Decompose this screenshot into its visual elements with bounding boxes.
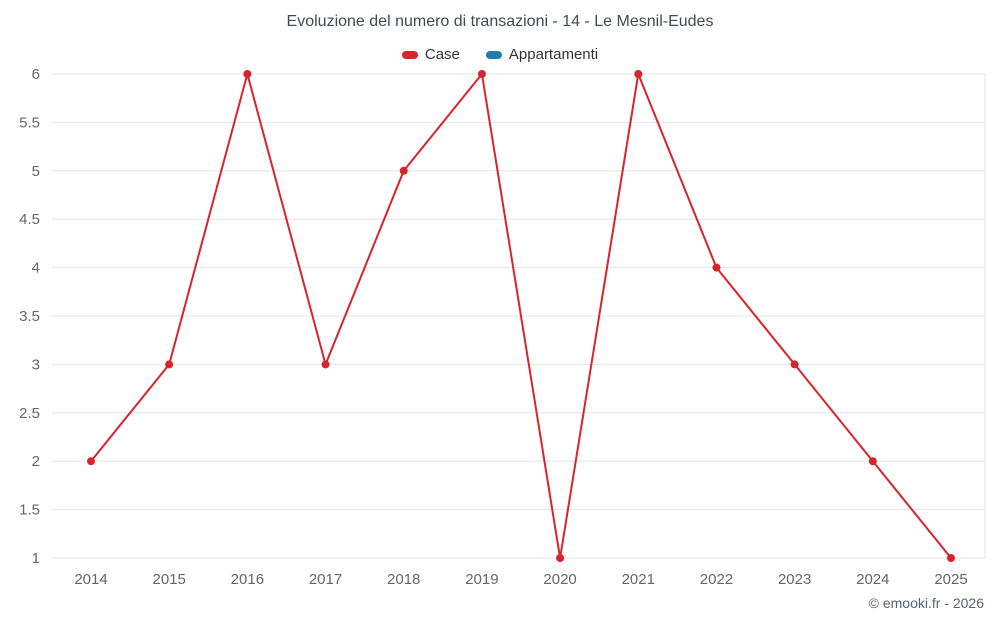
x-axis-tick-label: 2019 (465, 571, 498, 588)
x-axis-tick-label: 2020 (543, 571, 576, 588)
x-axis-tick-label: 2016 (231, 571, 264, 588)
y-axis-tick-label: 4 (32, 260, 40, 277)
legend-label-appartamenti: Appartamenti (508, 46, 599, 63)
x-axis-tick-label: 2025 (934, 571, 967, 588)
y-axis-tick-label: 3.5 (19, 308, 40, 325)
x-axis-tick-label: 2017 (309, 571, 342, 588)
data-point[interactable] (243, 70, 252, 78)
data-point[interactable] (712, 263, 721, 272)
x-axis-tick-label: 2022 (700, 571, 733, 588)
legend-item-case[interactable]: Case (401, 46, 460, 63)
case-series-swatch-icon (401, 50, 418, 59)
chart-title: Evoluzione del numero di transazioni - 1… (286, 13, 714, 30)
data-point[interactable] (399, 166, 408, 175)
data-point[interactable] (556, 554, 565, 562)
data-point[interactable] (477, 70, 486, 78)
data-point[interactable] (87, 457, 95, 466)
x-axis-tick-label: 2024 (856, 571, 889, 588)
legend-label-case: Case (424, 46, 460, 63)
series-line-case (90, 73, 952, 559)
x-axis-tick-label: 2023 (778, 571, 811, 588)
x-axis-tick-label: 2018 (387, 571, 420, 588)
y-axis-tick-label: 1.5 (19, 502, 40, 519)
legend-item-appartamenti[interactable]: Appartamenti (485, 46, 599, 63)
data-point[interactable] (321, 360, 330, 369)
y-axis-tick-label: 5.5 (19, 114, 40, 131)
data-point[interactable] (868, 457, 877, 466)
y-axis-tick-label: 5 (32, 163, 40, 180)
x-axis-tick-label: 2021 (622, 571, 655, 588)
y-axis-tick-label: 3 (32, 356, 40, 373)
data-point[interactable] (634, 70, 643, 78)
copyright: © emooki.fr - 2026 (868, 595, 984, 611)
y-axis-tick-label: 1 (32, 550, 40, 567)
y-axis-tick-label: 4.5 (19, 211, 40, 228)
legend: Case Appartamenti (0, 46, 1000, 63)
data-point[interactable] (165, 360, 174, 369)
x-axis-tick-label: 2014 (74, 571, 107, 588)
appartamenti-series-swatch-icon (485, 50, 502, 59)
data-point[interactable] (790, 360, 799, 369)
x-axis-tick-label: 2015 (152, 571, 185, 588)
y-axis-tick-label: 2 (32, 453, 40, 470)
y-axis-tick-label: 6 (32, 66, 40, 83)
y-axis-tick-label: 2.5 (19, 405, 40, 422)
data-point[interactable] (947, 554, 955, 562)
